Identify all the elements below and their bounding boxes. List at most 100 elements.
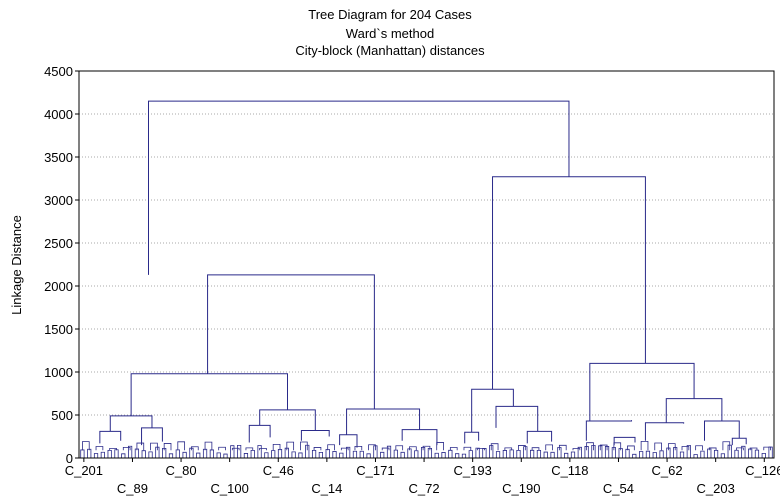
leaf-group-link [477,448,485,451]
merge-link [99,430,122,444]
leaf-pair-link [148,451,153,458]
leaf-pair-link [352,450,358,458]
leaf-pair-link [734,449,739,458]
leaf-group-link [436,442,444,451]
leaf-group-link [340,447,349,451]
leaf-group-link [122,446,131,451]
leaf-label: C_54 [603,481,634,496]
chart-subtitle-2: City-block (Manhattan) distances [295,43,485,58]
leaf-group-link [545,444,553,451]
leaf-label-layer: C_201 C_89 C_80 C_100 C_46 C_14 C_171 C_72 C_193… [65,458,780,496]
merge-link [109,415,153,432]
merge-link [585,420,633,441]
leaf-pair-link [359,450,364,458]
leaf-pair-link [632,453,637,458]
leaf-pair-link [87,448,92,458]
merge-link [644,422,685,441]
leaf-group-link [449,447,458,451]
merge-link [207,274,375,409]
leaf-group-link [272,443,281,451]
leaf-pair-link [550,451,555,458]
leaf-pair-link [400,451,405,458]
y-tick-label: 3500 [44,150,73,165]
leaf-pair-link [346,446,351,458]
leaf-label: C_100 [211,481,249,496]
leaf-pair-link [455,453,460,458]
merge-link [464,431,480,444]
leaf-pair-link [168,453,174,458]
leaf-group-link [627,445,635,451]
merge-link [346,408,421,435]
y-tick-label: 2000 [44,279,73,294]
y-tick-label: 500 [51,408,73,423]
leaf-pair-link [291,451,296,458]
leaf-pair-link [543,451,548,458]
y-tick-label: 3000 [44,193,73,208]
chart-subtitle: Ward`s method [346,26,434,41]
leaf-label: C_171 [356,463,394,478]
leaf-group-link [109,447,117,451]
y-tick-label: 0 [66,451,73,466]
leaf-pair-link [366,453,371,458]
y-tick-layer: 0 500 1000 1500 2000 2500 3000 3500 4000 4500 [44,64,79,466]
grid-layer [79,113,774,416]
leaf-pair-link [216,452,221,458]
merge-link [665,398,723,423]
leaf-group-link [150,442,158,451]
merge-link [526,430,553,444]
leaf-pair-link [686,445,691,458]
y-tick-label: 4000 [44,107,73,122]
merge-link [495,405,539,432]
leaf-pair-link [564,452,569,458]
leaf-label: C_201 [65,463,103,478]
leaf-label: C_80 [166,463,197,478]
leaf-pair-link [536,450,542,458]
leaf-pair-link [264,452,269,458]
leaf-group-link [490,443,499,451]
chart-title: Tree Diagram for 204 Cases [308,7,472,22]
leaf-group-link [681,446,690,451]
leaf-pair-link [570,451,576,458]
leaf-pair-link [679,451,685,458]
leaf-group-link [286,441,295,451]
leaf-pair-link [93,453,99,458]
leaf-group-link [136,442,145,451]
leaf-pair-link [209,449,214,458]
leaf-pair-link [114,449,119,458]
leaf-pair-link [700,450,705,458]
leaf-pair-link [237,444,242,458]
leaf-pair-link [509,449,514,458]
y-tick-label: 1500 [44,322,73,337]
leaf-group-link [381,447,390,451]
leaf-pair-link [311,449,317,458]
leaf-label: C_190 [502,481,540,496]
leaf-pair-link [386,445,392,458]
leaf-group-link [313,447,322,451]
leaf-group-link [177,441,186,451]
leaf-pair-link [202,448,208,458]
leaf-group-link [95,446,104,451]
leaf-pair-link [196,452,201,458]
leaf-pair-link [645,450,651,458]
merge-link [471,388,514,433]
merge-link [248,424,271,443]
leaf-pair-link [652,452,657,458]
leaf-group-link [667,443,676,451]
leaf-group-link [572,448,581,451]
leaf-pair-link [243,453,249,458]
leaf-pair-link [339,452,344,458]
leaf-pair-link [434,452,439,458]
leaf-pair-link [107,449,112,458]
merge-link [339,434,358,448]
merge-link [401,429,438,446]
leaf-group-link [191,446,199,451]
leaf-pair-link [441,452,446,458]
y-tick-label: 2500 [44,236,73,251]
leaf-clusters-layer [80,440,773,458]
leaf-group-link [736,447,744,451]
leaf-pair-link [516,450,521,458]
leaf-pair-link [502,450,507,458]
leaf-label: C_118 [551,463,588,478]
